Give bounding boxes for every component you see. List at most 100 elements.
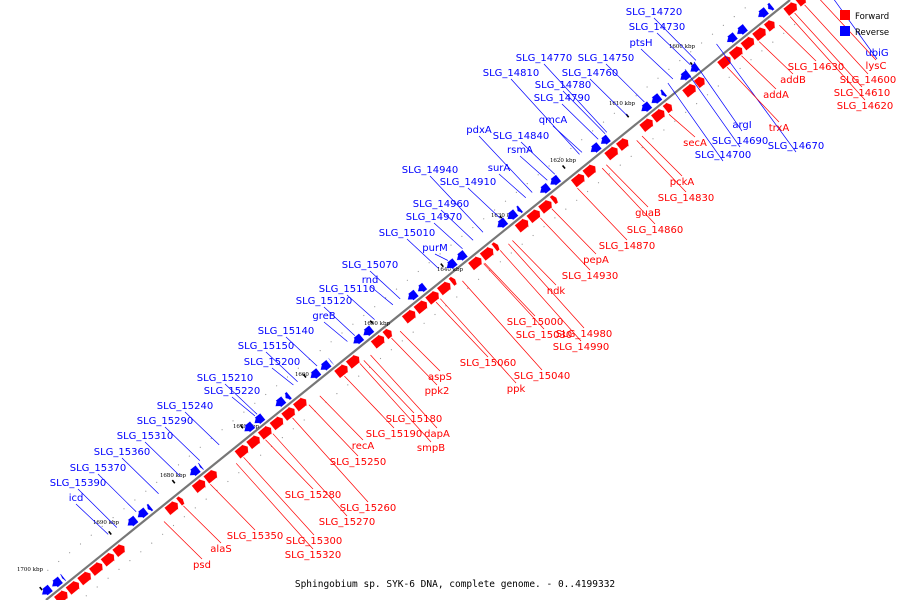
- reverse-gene-label: SLG_14670: [768, 141, 824, 152]
- position-dot: [265, 393, 267, 396]
- position-dot: [657, 77, 659, 79]
- label-leader-line: [121, 457, 159, 495]
- position-dot: [336, 393, 338, 395]
- label-leader-line: [779, 24, 817, 62]
- label-leader-line: [758, 41, 794, 75]
- forward-gene-label: pepA: [583, 255, 609, 266]
- forward-gene-label: SLG_14870: [599, 241, 655, 252]
- label-leader-line: [540, 217, 591, 271]
- label-leader-line: [667, 82, 724, 162]
- position-dot: [706, 94, 709, 96]
- gene-labels: ubiG SLG_14670 argI SLG_14690 SLG_14700 SLG_1…: [50, 7, 896, 571]
- label-leader-line: [498, 173, 527, 198]
- position-dot: [79, 543, 82, 545]
- position-dot: [341, 332, 343, 334]
- forward-gene-label: SLG_15040: [514, 371, 570, 382]
- forward-gene-label: SLG_14610: [834, 88, 890, 99]
- label-leader-line: [235, 463, 314, 550]
- reverse-gene-label: pdxA: [466, 125, 492, 136]
- forward-gene-label: SLG_15190: [366, 429, 422, 440]
- reverse-gene-arrow: [456, 249, 469, 262]
- label-leader-line: [369, 285, 394, 306]
- forward-gene-arrow: [436, 280, 452, 296]
- forward-gene-arrow: [615, 137, 630, 152]
- forward-gene-arrow: [638, 117, 654, 133]
- forward-gene-arrow: [424, 290, 440, 306]
- label-leader-line: [144, 441, 181, 477]
- label-leader-line: [231, 396, 256, 417]
- tick-label: 1650 kbp: [364, 321, 391, 327]
- reverse-gene-label: SLG_14730: [629, 22, 685, 33]
- forward-gene-label: SLG_15030: [516, 330, 572, 341]
- label-leader-line: [285, 336, 318, 367]
- position-dot: [395, 288, 398, 290]
- forward-gene-label: SLG_15180: [386, 414, 442, 425]
- forward-gene-label: SLG_14990: [553, 342, 609, 353]
- position-dot: [85, 595, 87, 597]
- forward-gene-arrow: [582, 163, 597, 179]
- tick-label: 1610 kbp: [609, 101, 636, 107]
- label-leader-line: [462, 280, 543, 371]
- reverse-gene-arrow: [327, 357, 335, 366]
- position-dot: [685, 111, 687, 113]
- label-leader-line: [210, 483, 256, 531]
- position-dot: [96, 586, 98, 588]
- label-leader-line: [440, 209, 474, 241]
- label-leader-line: [601, 167, 656, 225]
- position-dot: [472, 227, 474, 229]
- position-dot: [330, 341, 332, 343]
- position-dot: [254, 402, 256, 404]
- position-dot: [624, 103, 626, 106]
- forward-gene-label: dapA: [424, 429, 450, 440]
- label-leader-line: [561, 103, 599, 140]
- position-dot: [123, 508, 125, 510]
- forward-gene-arrow: [234, 444, 249, 459]
- legend-reverse-swatch: [840, 26, 850, 36]
- label-leader-line: [726, 67, 780, 123]
- label-leader-line: [467, 187, 501, 219]
- forward-gene-label: SLG_15280: [285, 490, 341, 501]
- label-leader-line: [346, 294, 375, 320]
- position-dot: [635, 95, 637, 97]
- reverse-gene-arrow: [736, 23, 749, 36]
- position-dot: [696, 103, 698, 105]
- forward-gene-label: SLG_15250: [330, 457, 386, 468]
- position-dot: [592, 130, 594, 132]
- label-leader-line: [552, 125, 583, 153]
- position-dot: [232, 420, 234, 422]
- reverse-gene-arrow: [137, 507, 149, 519]
- position-dot: [428, 262, 430, 264]
- forward-gene-arrow: [345, 354, 361, 370]
- forward-gene-arrow: [650, 108, 666, 124]
- label-leader-line: [319, 395, 364, 441]
- position-dot: [151, 542, 153, 544]
- forward-gene-label: ppk: [507, 384, 526, 395]
- forward-gene-arrow: [88, 561, 104, 577]
- forward-gene-arrow: [53, 589, 69, 600]
- label-leader-line: [508, 243, 585, 329]
- position-dot: [576, 199, 578, 201]
- position-dot: [177, 464, 180, 466]
- tick-mark: [302, 373, 307, 378]
- label-leader-line: [512, 240, 557, 286]
- forward-gene-arrow: [740, 35, 755, 51]
- forward-gene-label: addA: [763, 90, 789, 101]
- position-dot: [90, 534, 92, 536]
- position-dot: [47, 569, 49, 571]
- forward-gene-arrow: [257, 425, 273, 441]
- forward-gene-arrow: [603, 145, 619, 161]
- label-leader-line: [483, 263, 545, 330]
- position-dot: [608, 173, 611, 175]
- label-leader-line: [224, 383, 258, 415]
- reverse-gene-arrow: [59, 573, 67, 582]
- forward-gene-label: SLG_15320: [285, 550, 341, 561]
- forward-gene-arrow: [763, 19, 776, 33]
- label-leader-line: [265, 439, 314, 490]
- position-dot: [478, 278, 480, 280]
- reverse-gene-label: SLG_15120: [296, 296, 352, 307]
- forward-gene-arrow: [467, 255, 483, 271]
- label-leader-line: [292, 417, 369, 503]
- label-leader-line: [369, 270, 401, 300]
- reverse-gene-arrow: [539, 182, 552, 195]
- label-leader-line: [308, 404, 359, 457]
